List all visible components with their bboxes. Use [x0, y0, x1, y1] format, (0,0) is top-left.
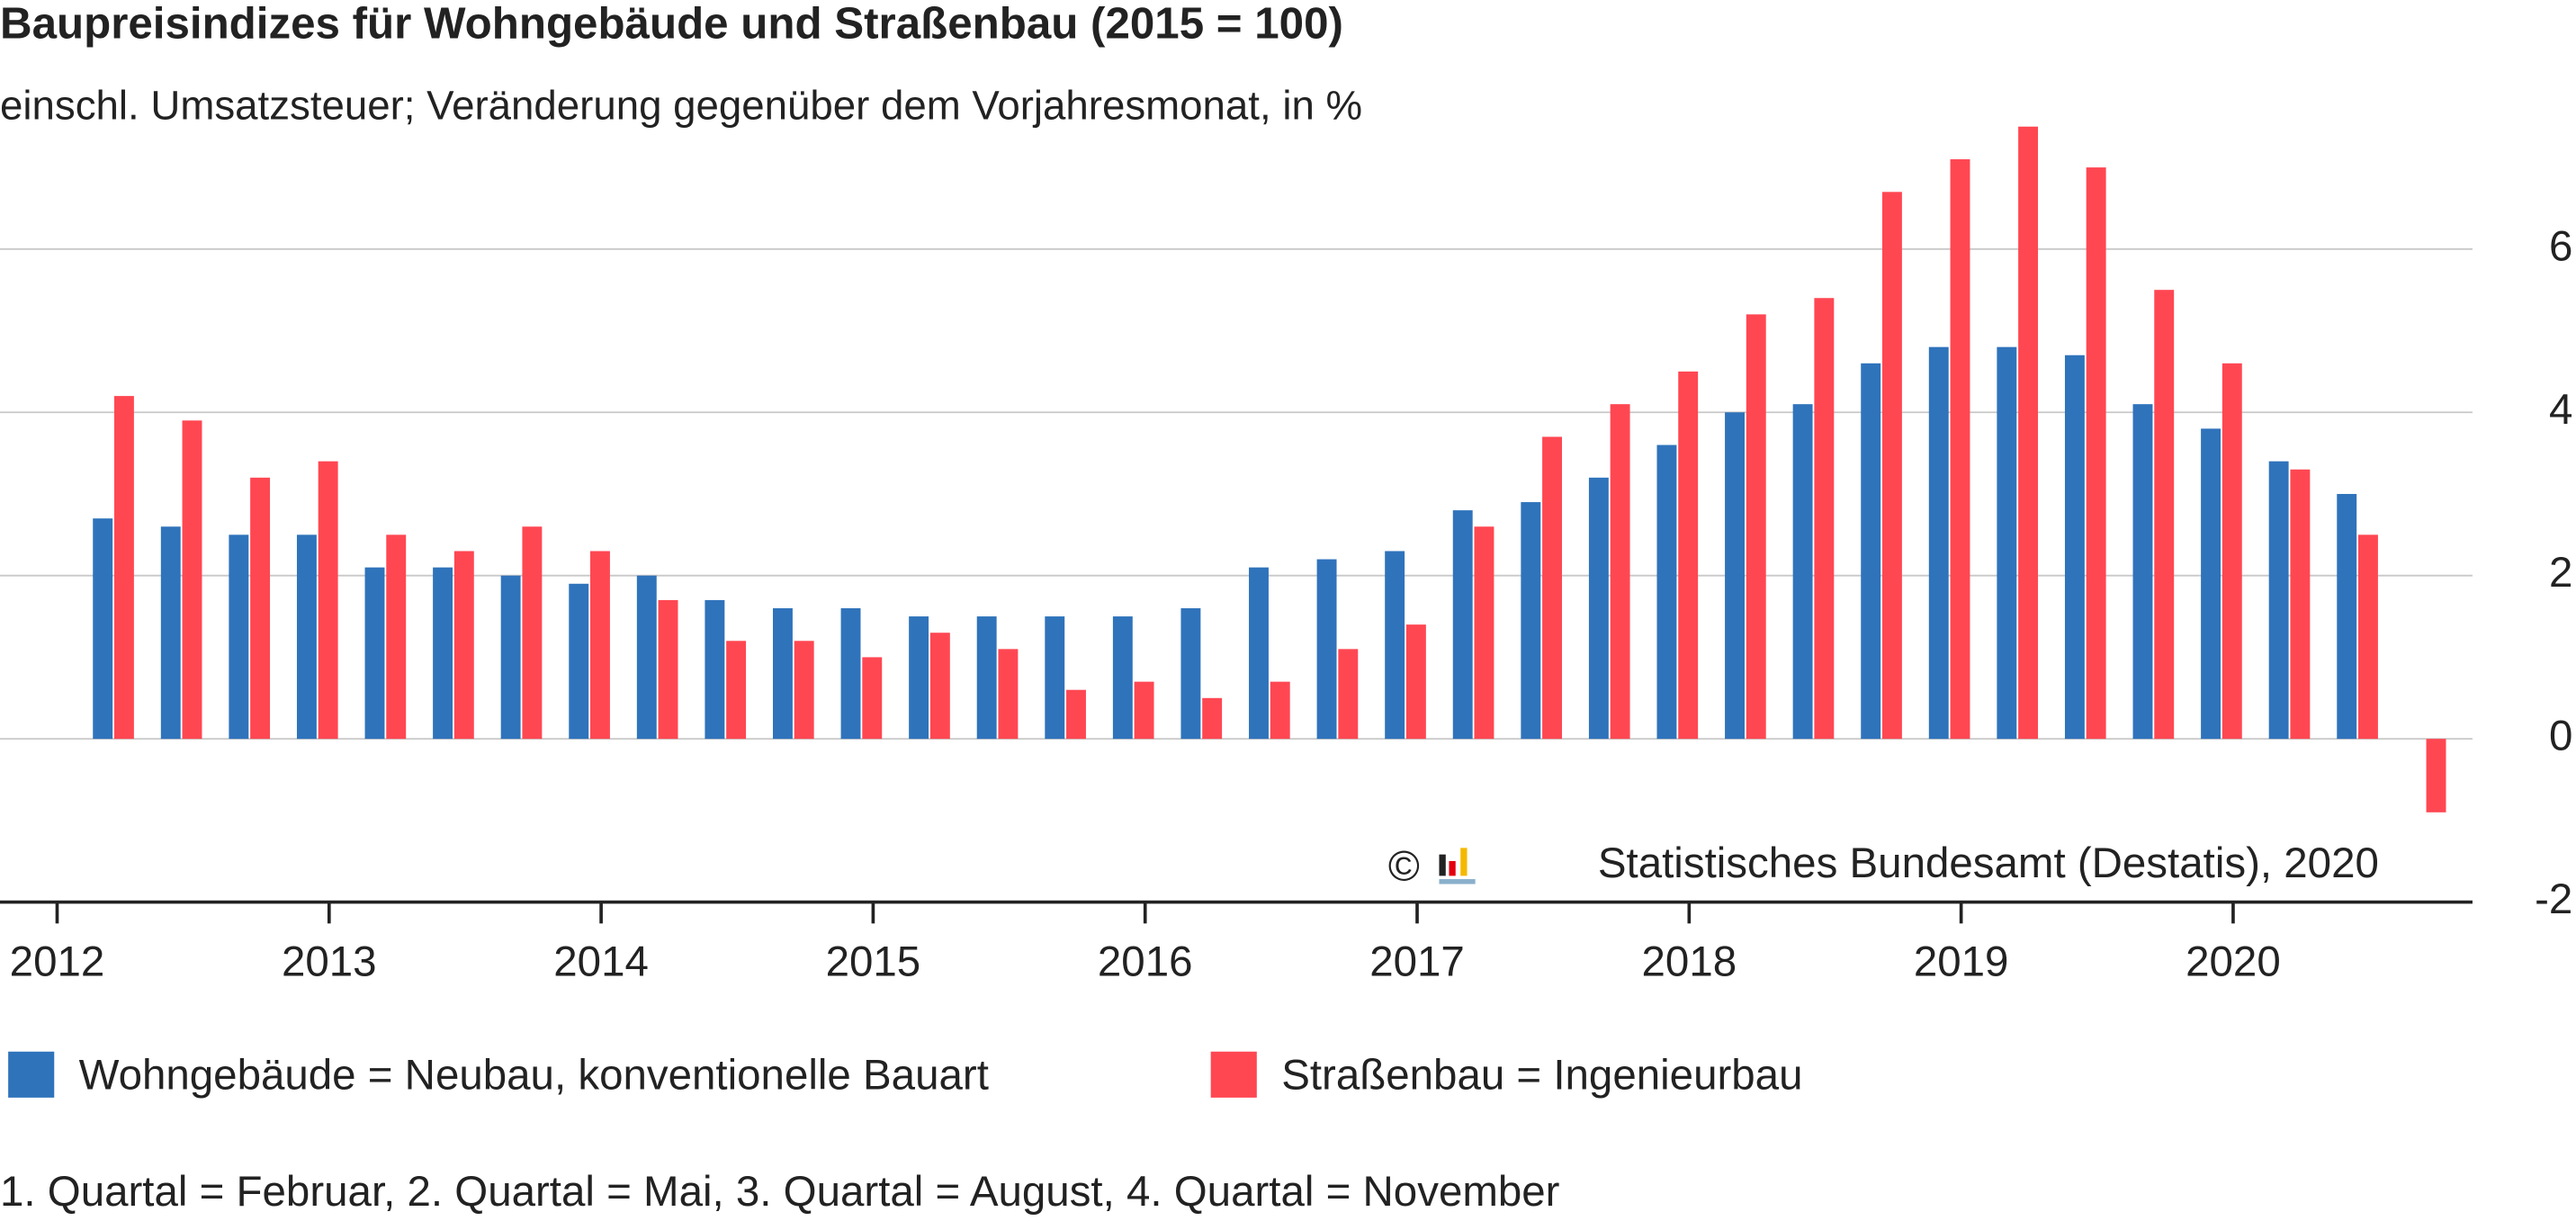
footnote: 1. Quartal = Februar, 2. Quartal = Mai, … — [0, 1168, 1560, 1216]
bar — [1928, 346, 1949, 740]
bar — [1861, 363, 1881, 740]
copyright: © — [1388, 843, 1420, 891]
bar — [1405, 624, 1426, 740]
bar — [2290, 469, 2311, 740]
bar — [929, 633, 950, 740]
bar — [386, 534, 407, 740]
chart-subtitle: einschl. Umsatzsteuer; Veränderung gegen… — [0, 83, 1362, 129]
bar — [590, 551, 610, 740]
logo — [1439, 848, 1476, 884]
bar — [1610, 404, 1630, 740]
legend-label: Straßenbau = Ingenieurbau — [1281, 1052, 1802, 1100]
y-tick-label: 4 — [2549, 386, 2572, 434]
bar — [1202, 697, 1223, 740]
bar — [93, 518, 113, 740]
bar — [2426, 739, 2446, 813]
bar — [794, 641, 814, 740]
bar — [160, 526, 181, 740]
bar — [862, 657, 883, 740]
bar — [318, 461, 338, 740]
bar — [500, 575, 521, 740]
bar — [976, 616, 997, 740]
bar — [1881, 192, 1902, 740]
bar — [1249, 567, 1269, 740]
x-tick-label: 2018 — [1642, 938, 1737, 986]
bar — [1792, 404, 1813, 740]
x-tick-label: 2020 — [2186, 938, 2281, 986]
bar — [2132, 404, 2153, 740]
bar — [658, 599, 678, 740]
bar — [2018, 126, 2039, 740]
y-tick-label: 0 — [2549, 713, 2572, 760]
bar — [433, 567, 453, 740]
bar — [522, 526, 543, 740]
bar — [1542, 436, 1562, 740]
bar — [1112, 616, 1133, 740]
x-tick-label: 2016 — [1098, 938, 1193, 986]
bar — [636, 575, 657, 740]
bar — [1045, 616, 1065, 740]
bar — [1316, 559, 1337, 740]
bar — [1950, 159, 1970, 740]
x-tick-label: 2014 — [553, 938, 649, 986]
x-tick-label: 2013 — [282, 938, 377, 986]
bar — [250, 477, 271, 740]
y-tick-label: 2 — [2549, 549, 2572, 597]
source: Statistisches Bundesamt (Destatis), 2020 — [1598, 839, 2379, 887]
bar — [1746, 314, 1766, 740]
bar — [2221, 363, 2242, 740]
bar — [1338, 649, 1359, 740]
bar — [772, 607, 793, 740]
x-tick-label: 2012 — [10, 938, 105, 986]
chart-title: Baupreisindizes für Wohngebäude und Stra… — [0, 0, 1343, 48]
x-tick-label: 2017 — [1369, 938, 1465, 986]
bar — [840, 607, 861, 740]
bar — [296, 534, 317, 740]
bar — [453, 551, 474, 740]
bar — [2337, 493, 2357, 740]
legend-label: Wohngebäude = Neubau, konventionelle Bau… — [79, 1052, 989, 1100]
bar — [569, 583, 589, 740]
bar — [364, 567, 385, 740]
bar — [1725, 412, 1745, 740]
bar — [705, 599, 725, 740]
bar — [1066, 689, 1086, 740]
bar — [998, 649, 1019, 740]
bar — [1385, 551, 1405, 740]
bar — [1678, 371, 1699, 740]
bar — [2201, 428, 2221, 740]
bar — [1270, 681, 1290, 740]
y-tick-label: -2 — [2535, 875, 2572, 923]
bar — [1997, 346, 2017, 740]
bar — [2064, 355, 2085, 740]
bar — [2268, 461, 2289, 740]
bar — [2358, 534, 2378, 740]
legend-swatch — [8, 1051, 55, 1098]
y-tick-label: 6 — [2549, 222, 2572, 270]
bar — [1452, 510, 1473, 740]
bar — [2086, 167, 2106, 740]
bar — [1474, 526, 1494, 740]
bar — [726, 641, 747, 740]
bar — [2154, 290, 2175, 740]
bar — [182, 420, 202, 740]
bar — [1180, 607, 1201, 740]
bar — [1656, 444, 1677, 740]
x-tick-label: 2015 — [826, 938, 921, 986]
x-tick-label: 2019 — [1914, 938, 2009, 986]
bar — [1134, 681, 1154, 740]
bar — [909, 616, 929, 740]
bar — [1814, 298, 1835, 740]
bar — [1588, 477, 1609, 740]
legend-swatch — [1210, 1051, 1257, 1098]
bar — [1521, 502, 1541, 740]
bar — [229, 534, 249, 740]
bar — [113, 396, 134, 740]
